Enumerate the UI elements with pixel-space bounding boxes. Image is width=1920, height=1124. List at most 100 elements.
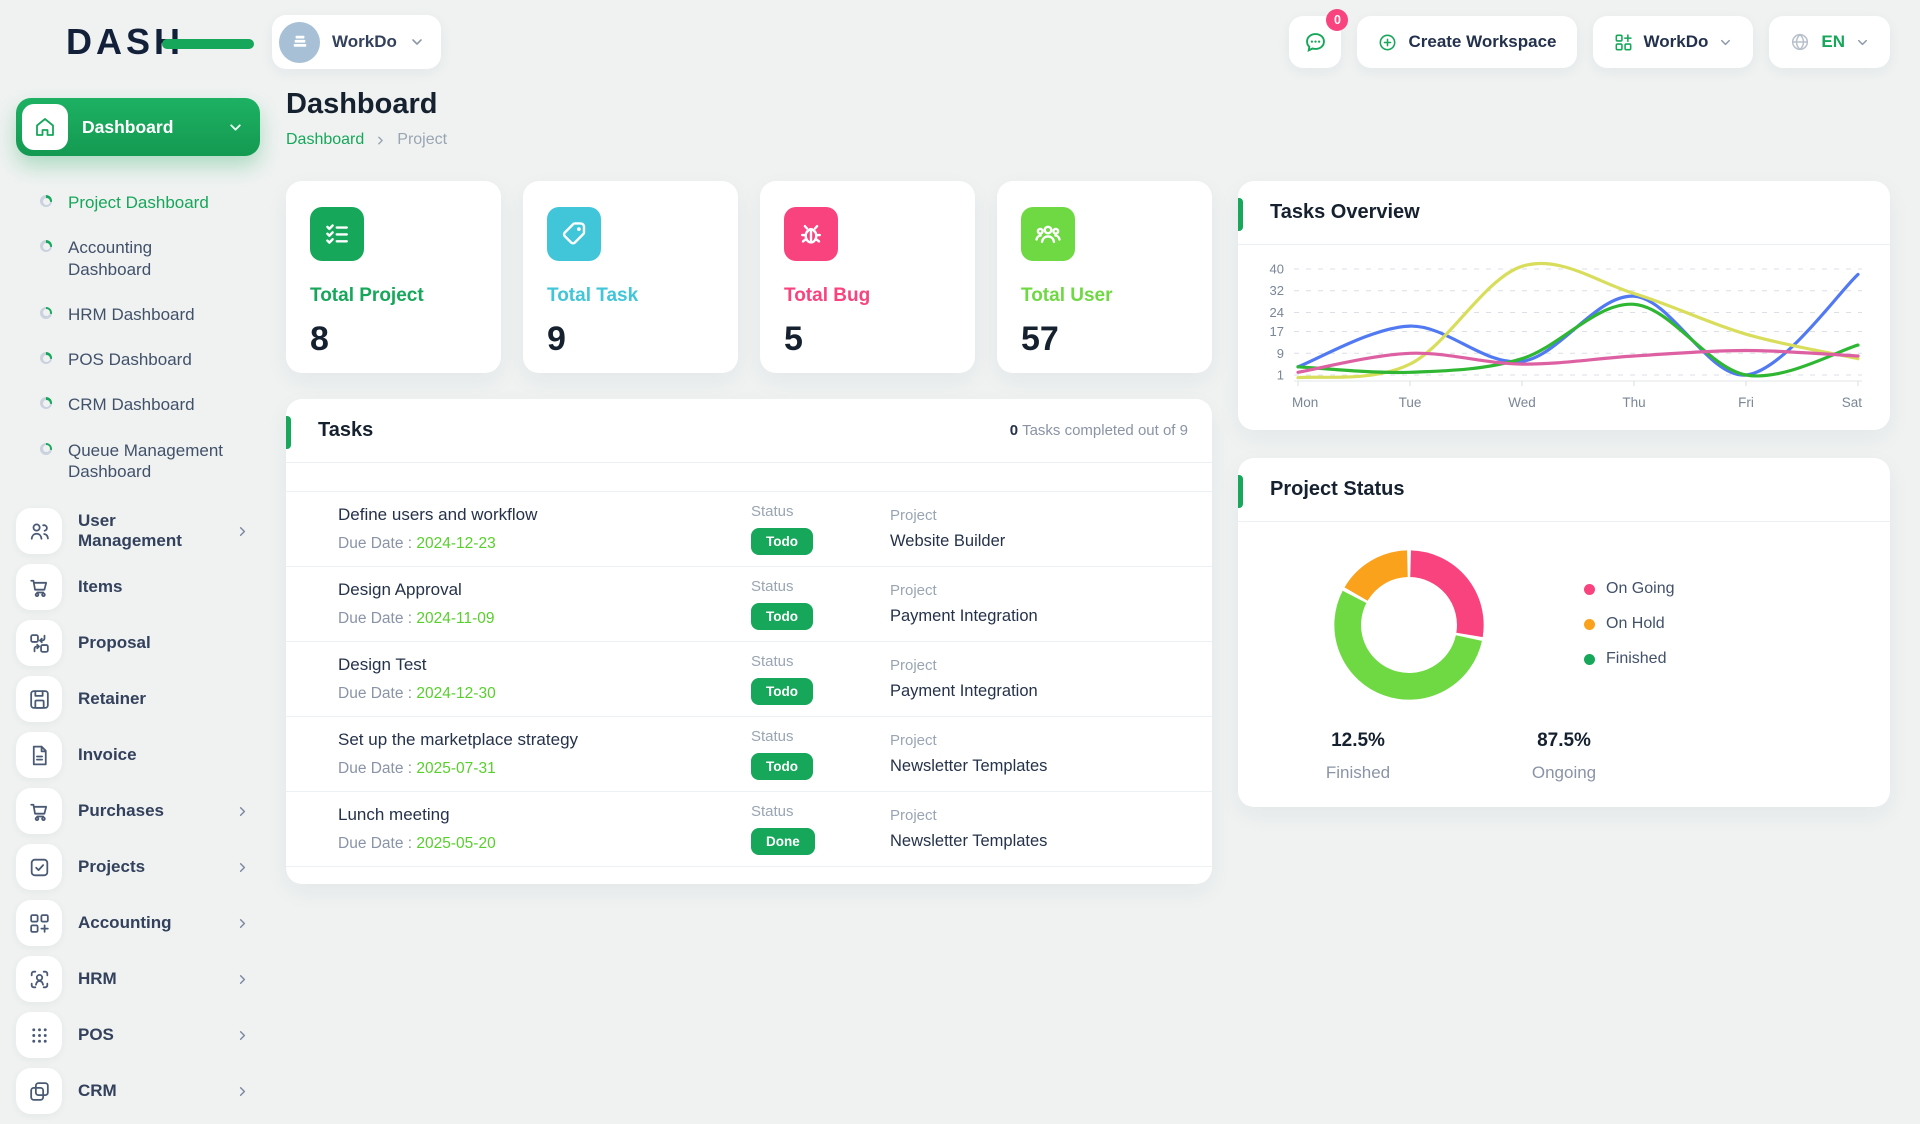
sidebar-subitem-label: Queue Management Dashboard	[68, 440, 223, 481]
task-project-cell: Project Payment Integration	[890, 657, 1212, 701]
stat-label: Total User	[1021, 285, 1113, 306]
workspace-switcher[interactable]: WorkDo	[272, 15, 441, 69]
sidebar-item-proposal[interactable]: Proposal	[16, 620, 260, 666]
breadcrumb-current: Project	[397, 131, 448, 148]
status-stat-finished: 12.5% Finished	[1302, 730, 1414, 783]
legend-item-on-going[interactable]: On Going	[1584, 580, 1674, 598]
breadcrumb-link-dashboard[interactable]: Dashboard	[286, 131, 365, 148]
tasks-overview-title: Tasks Overview	[1270, 201, 1420, 223]
donut-slice-on-hold[interactable]	[1344, 550, 1409, 602]
project-name: Newsletter Templates	[890, 832, 1048, 850]
sidebar-item-label: Proposal	[78, 633, 151, 652]
proposal-icon-tile	[16, 620, 62, 666]
stat-card-total-user: Total User 57	[997, 181, 1212, 373]
task-due-date: Due Date : 2024-12-23	[338, 535, 496, 552]
sidebar-subitem-label: POS Dashboard	[68, 350, 192, 369]
language-button[interactable]: EN	[1769, 16, 1890, 68]
team-icon	[1021, 207, 1075, 261]
crm-icon	[29, 1081, 49, 1101]
tasks-overview-line-chart: 40 32 24 17 9 1 Mon Tue Wed Thu Fri Sat	[1270, 262, 1863, 411]
project-status-title: Project Status	[1270, 478, 1405, 500]
status-badge[interactable]: Todo	[751, 603, 813, 630]
sidebar-item-label: Items	[78, 577, 123, 596]
chevron-right-icon	[235, 1028, 250, 1043]
task-due-date: Due Date : 2025-07-31	[338, 760, 496, 777]
sidebar-item-purchases[interactable]: Purchases	[16, 788, 260, 834]
stat-card-total-project: Total Project 8	[286, 181, 501, 373]
sidebar-item-dashboard[interactable]: Dashboard	[16, 98, 260, 156]
projects-icon-tile	[16, 844, 62, 890]
accounting-icon-tile	[16, 900, 62, 946]
create-workspace-button[interactable]: Create Workspace	[1357, 16, 1577, 68]
sidebar: Dashboard Project Dashboard Accounting Da…	[0, 74, 272, 1124]
status-stat-value: 87.5%	[1537, 730, 1591, 751]
status-stat-ongoing: 87.5% Ongoing	[1508, 730, 1620, 783]
task-row: Design Approval Due Date : 2024-11-09 Stat…	[286, 567, 1212, 642]
svg-text:Tue: Tue	[1399, 395, 1422, 410]
sidebar-subitem-project-dashboard[interactable]: Project Dashboard	[30, 180, 260, 225]
sidebar-item-crm[interactable]: CRM	[16, 1068, 260, 1114]
task-project-cell: Project Newsletter Templates	[890, 807, 1212, 851]
projects-icon	[30, 858, 48, 876]
status-badge[interactable]: Todo	[751, 678, 813, 705]
sidebar-item-retainer[interactable]: Retainer	[16, 676, 260, 722]
task-due-date: Due Date : 2025-05-20	[338, 835, 496, 852]
tasks-overview-chart: 40 32 24 17 9 1 Mon Tue Wed Thu Fri Sat	[1238, 245, 1890, 423]
users-icon-tile	[16, 508, 62, 554]
panel-accent-bar	[286, 416, 291, 449]
project-name: Payment Integration	[890, 682, 1038, 700]
app-logo[interactable]: DASH	[0, 21, 272, 63]
cart-icon	[29, 579, 47, 597]
sidebar-subitem-crm-dashboard[interactable]: CRM Dashboard	[30, 382, 260, 427]
project-name: Newsletter Templates	[890, 757, 1048, 775]
status-badge[interactable]: Todo	[751, 528, 813, 555]
sidebar-item-label: Purchases	[78, 801, 164, 820]
sidebar-item-accounting[interactable]: Accounting	[16, 900, 260, 946]
project-column-label: Project	[890, 582, 937, 599]
workspace-menu-button[interactable]: WorkDo	[1592, 16, 1754, 68]
svg-text:1: 1	[1277, 368, 1284, 383]
sidebar-subitem-accounting-dashboard[interactable]: Accounting Dashboard	[30, 225, 260, 292]
sidebar-item-projects[interactable]: Projects	[16, 844, 260, 890]
sidebar-subitem-hrm-dashboard[interactable]: HRM Dashboard	[30, 292, 260, 337]
legend-label: On Hold	[1606, 615, 1665, 632]
messages-button[interactable]: 0	[1289, 9, 1349, 68]
legend-dot-icon	[1584, 618, 1595, 630]
project-column-label: Project	[890, 657, 937, 674]
chevron-down-icon	[1855, 35, 1870, 50]
legend-item-on-hold[interactable]: On Hold	[1584, 615, 1674, 633]
chevron-right-icon	[235, 1084, 250, 1099]
status-badge[interactable]: Done	[751, 828, 815, 855]
svg-text:32: 32	[1270, 283, 1284, 298]
line-series-green	[1296, 302, 1860, 378]
task-info: Set up the marketplace strategy Due Date …	[338, 730, 751, 778]
sidebar-item-invoice[interactable]: Invoice	[16, 732, 260, 778]
sidebar-subitem-queue-management-dashboard[interactable]: Queue Management Dashboard	[30, 428, 260, 495]
sidebar-item-label: Invoice	[78, 745, 137, 764]
sidebar-subitem-label: CRM Dashboard	[68, 395, 195, 415]
sidebar-item-label: Accounting	[78, 913, 172, 932]
project-status-summary: 12.5% Finished 87.5% Ongoing	[1238, 730, 1890, 783]
svg-text:Wed: Wed	[1508, 395, 1536, 410]
accounting-icon	[29, 913, 49, 933]
status-badge[interactable]: Todo	[751, 753, 813, 780]
donut-slice-on-going[interactable]	[1409, 550, 1484, 638]
task-row: Lunch meeting Due Date : 2025-05-20 Status…	[286, 792, 1212, 867]
sidebar-item-items[interactable]: Items	[16, 564, 260, 610]
sidebar-subitem-pos-dashboard[interactable]: POS Dashboard	[30, 337, 260, 382]
sidebar-subitem-label: Accounting Dashboard	[68, 238, 153, 279]
task-project-cell: Project Payment Integration	[890, 582, 1212, 626]
legend-item-finished[interactable]: Finished	[1584, 650, 1674, 668]
tasks-panel-title: Tasks	[318, 419, 374, 441]
donut-slice-finished[interactable]	[1334, 590, 1482, 700]
project-column-label: Project	[890, 732, 937, 749]
team-icon	[1035, 225, 1061, 244]
project-column-label: Project	[890, 507, 937, 524]
panel-accent-bar	[1238, 475, 1243, 508]
sidebar-item-user-management[interactable]: User Management	[16, 508, 260, 554]
stat-card-total-task: Total Task 9	[523, 181, 738, 373]
sidebar-item-hrm[interactable]: HRM	[16, 956, 260, 1002]
sidebar-item-pos[interactable]: POS	[16, 1012, 260, 1058]
workspace-menu-label: WorkDo	[1643, 32, 1709, 51]
tasks-panel: Tasks 0 Tasks completed out of 9 Define u…	[286, 399, 1212, 884]
